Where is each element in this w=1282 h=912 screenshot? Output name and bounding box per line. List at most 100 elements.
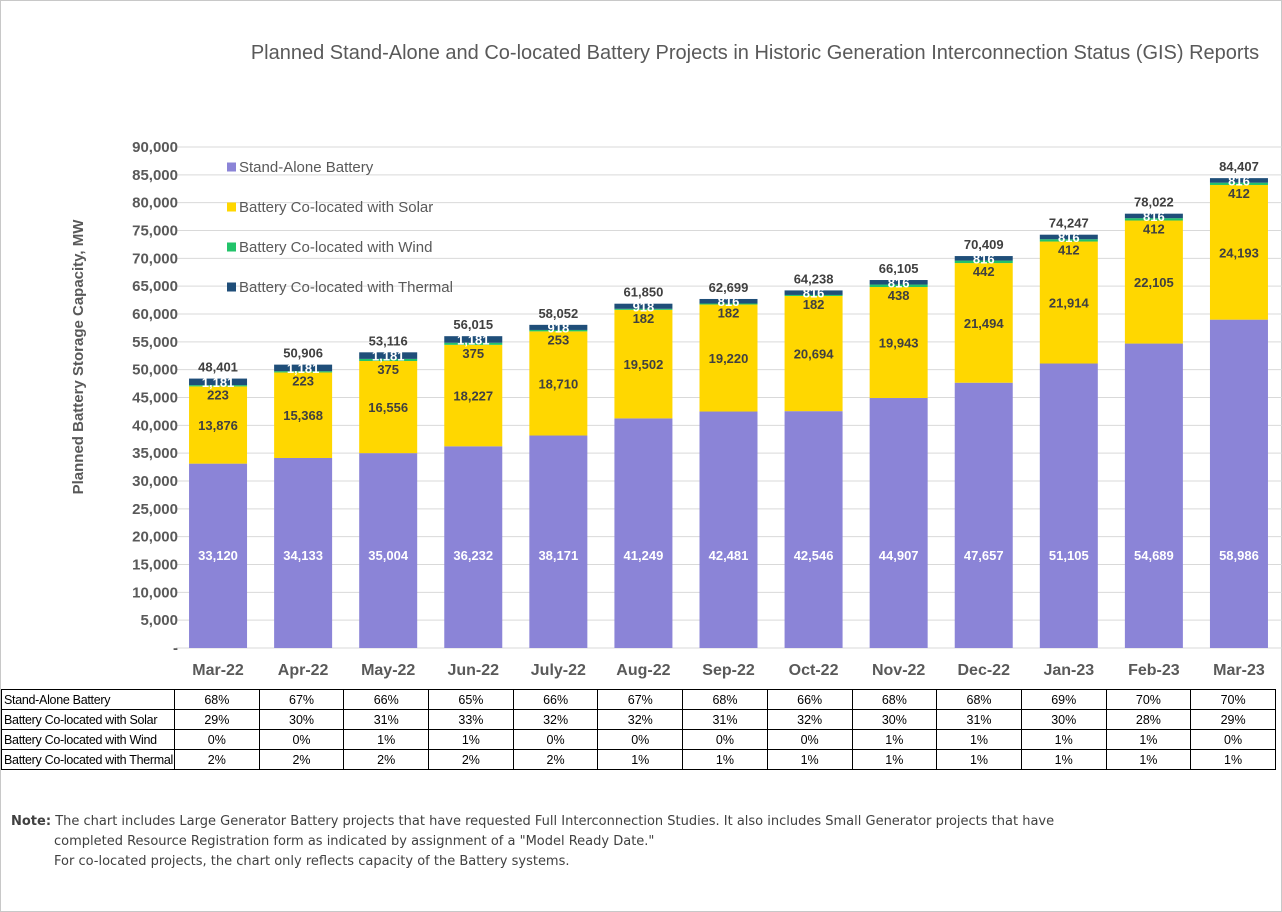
bar-segment	[1209, 184, 1268, 320]
bar-segment	[189, 386, 248, 464]
total-label: 58,052	[538, 306, 578, 321]
bar-segment	[359, 358, 418, 361]
note-line-1: The chart includes Large Generator Batte…	[55, 814, 1055, 829]
bar-segment	[869, 287, 928, 399]
bar-segment	[1039, 363, 1098, 648]
bar-segment	[699, 298, 758, 304]
bar-segment	[444, 344, 503, 447]
bar-segment	[274, 372, 333, 458]
y-tick-label: 25,000	[132, 501, 178, 518]
y-tick-label: 85,000	[132, 167, 178, 184]
table-cell: 1%	[766, 749, 853, 770]
bar-segment	[359, 360, 418, 454]
table-cell: 67%	[597, 689, 684, 710]
data-label: 918	[547, 320, 569, 335]
legend-swatch	[227, 242, 236, 252]
x-tick-label: May-22	[361, 662, 415, 679]
data-label: 412	[1058, 243, 1080, 258]
table-cell: 31%	[343, 709, 430, 730]
table-cell: 1%	[1190, 749, 1276, 770]
total-label: 70,409	[964, 237, 1004, 252]
data-label: 816	[973, 251, 995, 266]
data-label: 182	[633, 311, 655, 326]
total-label: 64,238	[794, 271, 834, 286]
table-cell: 1%	[682, 749, 768, 770]
table-cell: 0%	[766, 729, 853, 750]
bar-segment	[189, 463, 248, 648]
data-label: 19,502	[624, 357, 664, 372]
table-cell: 2%	[428, 749, 514, 770]
data-label: 442	[973, 264, 995, 279]
x-tick-label: Mar-22	[192, 662, 244, 679]
table-row: Stand-Alone Battery 68% 67% 66% 65% 66% 67% 68%…	[1, 689, 1276, 710]
table-cell: 1%	[597, 749, 684, 770]
percentage-table: Stand-Alone Battery 68% 67% 66% 65% 66% 67% 68%…	[1, 689, 1276, 770]
table-cell: 0%	[1190, 729, 1276, 750]
total-label: 62,699	[709, 280, 749, 295]
data-label: 223	[292, 373, 314, 388]
data-label: 182	[718, 306, 740, 321]
table-row: Battery Co-located with Thermal 2% 2% 2% 2% 2…	[1, 749, 1276, 770]
chart-title: Planned Stand-Alone and Co-located Batte…	[250, 42, 1260, 64]
bar-segment	[529, 329, 588, 332]
x-tick-label: Sep-22	[702, 662, 755, 679]
data-label: 35,004	[368, 548, 409, 563]
data-label: 21,494	[964, 316, 1005, 331]
table-cell: 29%	[1190, 709, 1276, 730]
data-label: 375	[462, 346, 484, 361]
table-cell: 0%	[174, 729, 260, 750]
bar-segment	[274, 457, 333, 648]
bar-segment	[444, 446, 503, 648]
x-tick-label: Nov-22	[872, 662, 925, 679]
data-label: 816	[888, 275, 910, 290]
data-label: 51,105	[1049, 548, 1089, 563]
data-label: 816	[1143, 209, 1165, 224]
legend-swatch	[227, 162, 236, 172]
data-label: 816	[1058, 230, 1080, 245]
total-label: 61,850	[624, 285, 664, 300]
data-label: 253	[547, 332, 569, 347]
table-cell: 70%	[1105, 689, 1192, 710]
y-tick-label: 45,000	[132, 390, 178, 407]
total-label: 74,247	[1049, 216, 1089, 231]
bar-segment	[699, 304, 758, 412]
table-cell: 70%	[1190, 689, 1276, 710]
x-axis-ticks: Mar-22 Apr-22 May-22 Jun-22 July-22 Aug-22 Sep…	[192, 662, 1265, 679]
data-label: 42,481	[709, 548, 749, 563]
y-tick-label: 70,000	[132, 250, 178, 267]
table-row-name: Battery Co-located with Thermal	[1, 749, 175, 770]
chart-note: Note: The chart includes Large Generator…	[11, 812, 1271, 872]
table-cell: 1%	[851, 749, 938, 770]
table-cell: 67%	[258, 689, 345, 710]
data-label: 1,181	[372, 349, 405, 364]
data-label: 1,181	[457, 332, 490, 347]
table-row-name: Battery Co-located with Solar	[1, 709, 175, 730]
x-tick-label: Mar-23	[1213, 662, 1265, 679]
data-label: 21,914	[1049, 296, 1090, 311]
data-label: 18,710	[538, 376, 578, 391]
table-cell: 1%	[1020, 729, 1107, 750]
table-cell: 32%	[512, 709, 599, 730]
data-label: 42,546	[794, 548, 834, 563]
table-cell: 30%	[1020, 709, 1107, 730]
data-label: 47,657	[964, 548, 1004, 563]
bar-segment	[1124, 213, 1183, 219]
table-cell: 0%	[512, 729, 599, 750]
table-cell: 32%	[766, 709, 853, 730]
table-cell: 2%	[512, 749, 599, 770]
note-line-2: completed Resource Registration form as …	[54, 834, 655, 849]
data-labels: 33,12013,8762231,18148,40134,13315,36822…	[198, 159, 1259, 563]
data-label: 38,171	[538, 548, 578, 563]
legend-label: Battery Co-located with Thermal	[239, 279, 453, 296]
note-line-3: For co-located projects, the chart only …	[54, 854, 570, 869]
bar-segment	[444, 342, 503, 345]
y-tick-label: 75,000	[132, 223, 178, 240]
bar-segment	[699, 411, 758, 648]
bar-segment	[1039, 241, 1098, 364]
total-label: 48,401	[198, 360, 238, 375]
table-cell: 68%	[682, 689, 768, 710]
bar-segment	[954, 260, 1013, 264]
x-tick-label: Apr-22	[278, 662, 329, 679]
bar-segment	[1209, 178, 1268, 183]
y-tick-label: 5,000	[140, 612, 178, 629]
